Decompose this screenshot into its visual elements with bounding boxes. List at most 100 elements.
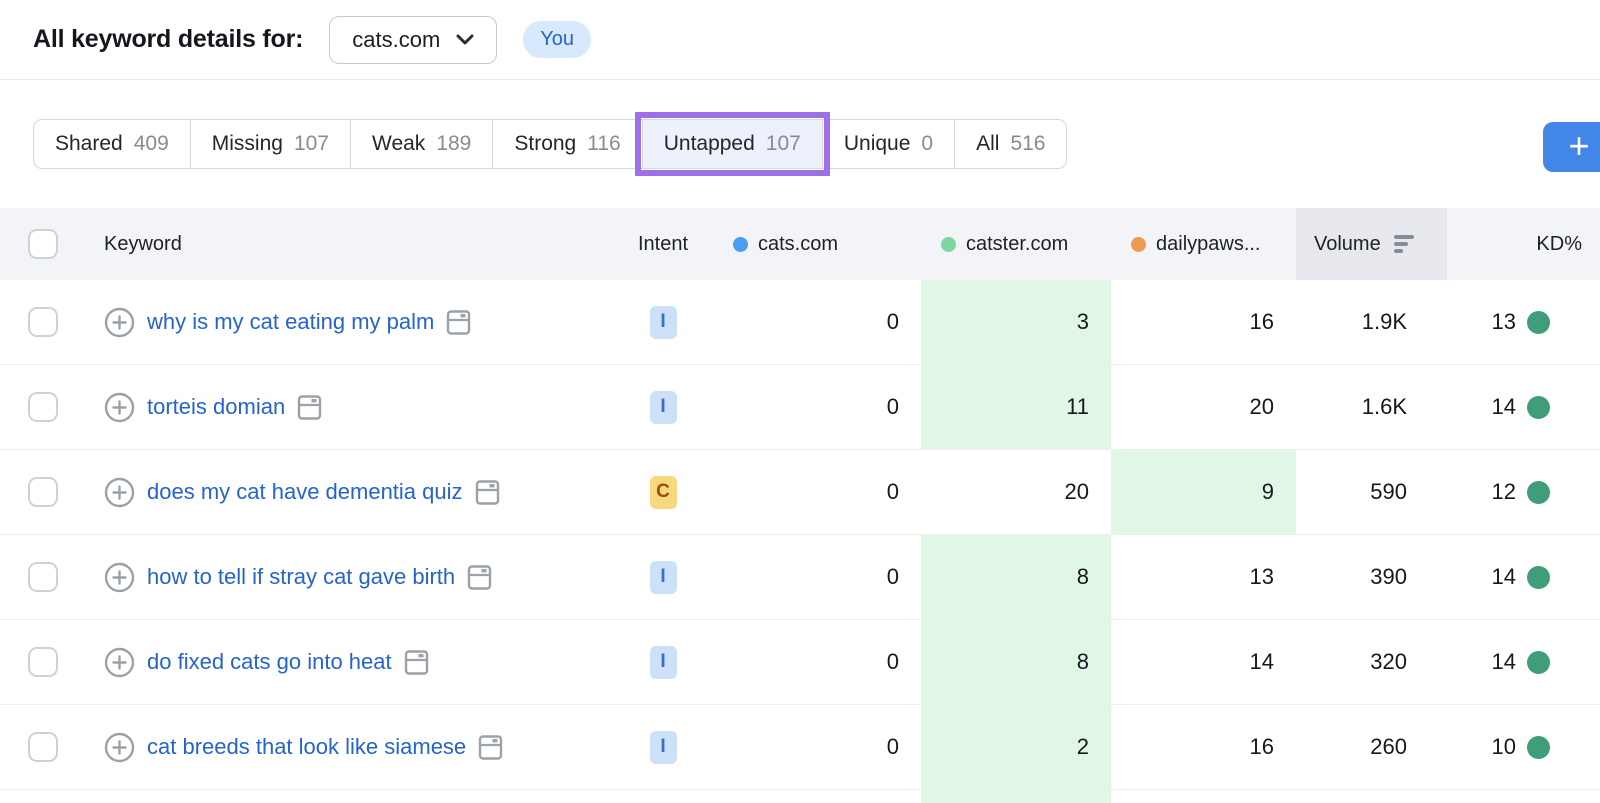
kd-cell: 14 <box>1447 535 1600 619</box>
row-checkbox[interactable] <box>28 647 58 677</box>
add-keyword-icon[interactable] <box>104 477 135 508</box>
cats-position-cell: 0 <box>886 309 899 334</box>
cats-dot-icon <box>733 236 748 252</box>
tab-all[interactable]: All 516 <box>954 119 1068 169</box>
keyword-cell: torteis domian <box>90 365 613 449</box>
volume-cell: 260 <box>1370 734 1407 759</box>
volume-cell: 1.6K <box>1361 394 1407 419</box>
add-keyword-icon[interactable] <box>104 392 135 423</box>
row-checkbox[interactable] <box>28 477 58 507</box>
table-row: do fixed cats go into heat I 0 8 14 320 … <box>0 620 1600 705</box>
intent-badge: C <box>649 475 677 509</box>
tab-count: 107 <box>765 132 801 155</box>
column-header-volume[interactable]: Volume <box>1296 208 1447 280</box>
keyword-link[interactable]: does my cat have dementia quiz <box>147 479 463 504</box>
select-all-cell <box>0 208 90 280</box>
kd-cell: 13 <box>1447 280 1600 364</box>
table-row: torteis domian I 0 11 20 1.6K 14 <box>0 365 1600 450</box>
column-header-kd[interactable]: KD% <box>1536 232 1582 255</box>
row-checkbox[interactable] <box>28 392 58 422</box>
intent-cell: I <box>613 620 713 704</box>
tab-count: 516 <box>1010 132 1046 155</box>
kd-difficulty-dot-icon <box>1527 310 1550 334</box>
kd-difficulty-dot-icon <box>1527 650 1550 674</box>
catster-position-cell: 11 <box>921 365 1111 449</box>
keyword-link[interactable]: cat breeds that look like siamese <box>147 734 467 759</box>
add-keyword-icon[interactable] <box>104 307 135 338</box>
kd-difficulty-dot-icon <box>1527 480 1550 504</box>
table-row: does my cat have dementia quiz C 0 20 9 … <box>0 450 1600 535</box>
serp-features-icon[interactable] <box>475 479 500 506</box>
tab-strong[interactable]: Strong 116 <box>492 119 643 169</box>
add-button[interactable]: + <box>1543 122 1600 172</box>
table-header: Keyword Intent cats.com catster.com dail… <box>0 208 1600 280</box>
row-checkbox[interactable] <box>28 732 58 762</box>
keyword-link[interactable]: torteis domian <box>147 394 286 419</box>
row-checkbox[interactable] <box>28 307 58 337</box>
catster-position-cell: 8 <box>921 535 1111 619</box>
dailypaws-position-cell: 20 <box>1249 394 1274 419</box>
tab-unique[interactable]: Unique 0 <box>821 119 956 169</box>
serp-features-icon[interactable] <box>446 309 471 336</box>
row-checkbox[interactable] <box>28 562 58 592</box>
keyword-cell: why is my cat eating my palm <box>90 280 613 364</box>
column-header-catster[interactable]: catster.com <box>921 208 1111 280</box>
tab-untapped[interactable]: Untapped 107 <box>634 112 830 176</box>
keyword-cell: do fixed cats go into heat <box>90 620 613 704</box>
serp-features-icon[interactable] <box>297 394 322 421</box>
tab-count: 409 <box>133 132 169 155</box>
plus-icon: + <box>1568 124 1590 166</box>
volume-cell: 1.9K <box>1361 309 1407 334</box>
add-keyword-icon[interactable] <box>104 647 135 678</box>
intent-cell: I <box>613 535 713 619</box>
row-select-cell <box>0 365 90 449</box>
kd-cell: 14 <box>1447 365 1600 449</box>
serp-features-icon[interactable] <box>478 734 503 761</box>
intent-badge: I <box>649 305 677 339</box>
tab-label: All <box>976 132 1000 155</box>
add-keyword-icon[interactable] <box>104 732 135 763</box>
domain-dropdown[interactable]: cats.com <box>329 15 498 64</box>
column-header-dailypaws[interactable]: dailypaws... <box>1111 208 1296 280</box>
catster-dot-icon <box>941 236 956 252</box>
keyword-table: Keyword Intent cats.com catster.com dail… <box>0 208 1600 803</box>
volume-cell: 390 <box>1370 564 1407 589</box>
catster-position-cell: 3 <box>921 280 1111 364</box>
catster-position-cell: 20 <box>1064 479 1089 504</box>
intent-cell: I <box>613 365 713 449</box>
kd-cell: 14 <box>1447 620 1600 704</box>
kd-value: 10 <box>1491 734 1516 759</box>
kd-cell: 10 <box>1447 705 1600 789</box>
keyword-link[interactable]: why is my cat eating my palm <box>147 309 435 334</box>
keyword-link[interactable]: how to tell if stray cat gave birth <box>147 564 456 589</box>
select-all-checkbox[interactable] <box>28 229 58 259</box>
table-row: why is my cat eating my palm I 0 3 16 1.… <box>0 280 1600 365</box>
add-keyword-icon[interactable] <box>104 562 135 593</box>
kd-value: 14 <box>1491 564 1516 589</box>
tab-missing[interactable]: Missing 107 <box>189 119 351 169</box>
intent-cell: I <box>613 705 713 789</box>
serp-features-icon[interactable] <box>467 564 492 591</box>
tab-label: Untapped <box>663 132 755 155</box>
catster-position-cell: 2 <box>921 705 1111 789</box>
tab-label: Weak <box>372 132 426 155</box>
keyword-link[interactable]: do fixed cats go into heat <box>147 649 392 674</box>
tab-shared[interactable]: Shared 409 <box>33 119 191 169</box>
catster-position-cell: 8 <box>921 620 1111 704</box>
intent-badge: I <box>649 390 677 424</box>
tab-count: 116 <box>587 132 621 155</box>
column-header-cats[interactable]: cats.com <box>713 208 921 280</box>
volume-cell: 320 <box>1370 649 1407 674</box>
kd-value: 12 <box>1491 479 1516 504</box>
tab-weak[interactable]: Weak 189 <box>350 119 494 169</box>
serp-features-icon[interactable] <box>404 649 429 676</box>
you-badge: You <box>523 21 592 58</box>
keyword-cell: does my cat have dementia quiz <box>90 450 613 534</box>
tab-label: Shared <box>55 132 123 155</box>
row-select-cell <box>0 705 90 789</box>
keyword-cell: how to tell if stray cat gave birth <box>90 535 613 619</box>
tab-group: Shared 409 Missing 107 Weak 189 Strong 1… <box>33 112 1068 176</box>
cats-position-cell: 0 <box>886 479 899 504</box>
kd-cell: 12 <box>1447 450 1600 534</box>
dailypaws-position-cell: 13 <box>1249 564 1274 589</box>
